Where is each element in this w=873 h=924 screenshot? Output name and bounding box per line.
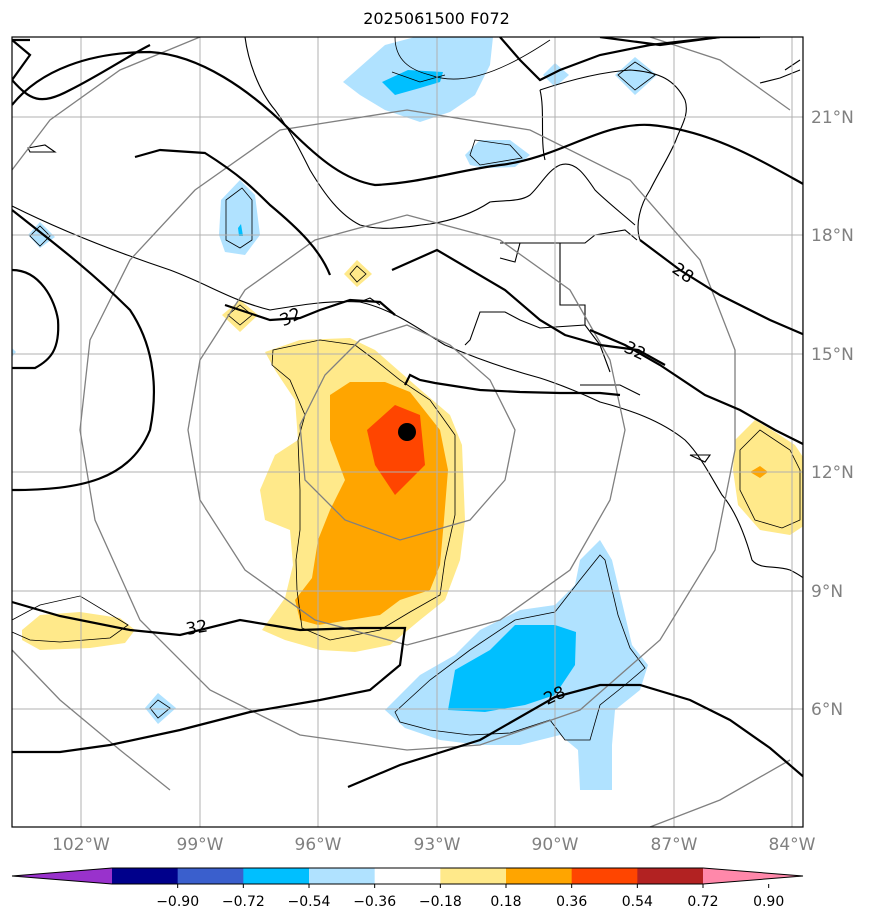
colorbar-tick-label: 0.18 bbox=[490, 894, 521, 910]
gridlines bbox=[12, 37, 803, 827]
lat-tick-label: 12°N bbox=[811, 463, 854, 483]
colorbar-segment bbox=[637, 868, 704, 884]
storm-center-marker bbox=[398, 423, 416, 441]
lon-tick-label: 102°W bbox=[52, 835, 110, 855]
colorbar-tick-label: 0.36 bbox=[556, 894, 587, 910]
lat-tick-label: 18°N bbox=[811, 226, 854, 246]
lon-tick-label: 90°W bbox=[532, 835, 579, 855]
colorbar-tick-label: −0.18 bbox=[419, 894, 462, 910]
map-title: 2025061500 F072 bbox=[363, 9, 510, 28]
colorbar-extend-high bbox=[703, 868, 803, 884]
coastlines bbox=[12, 37, 803, 579]
colorbar-tick-label: −0.36 bbox=[353, 894, 396, 910]
latitude-labels: 21°N 18°N 15°N 12°N 9°N 6°N bbox=[811, 108, 854, 720]
lon-tick-label: 87°W bbox=[651, 835, 698, 855]
colorbar-segment bbox=[571, 868, 638, 884]
colorbar-outline bbox=[11, 867, 804, 885]
thick-contours bbox=[12, 37, 803, 789]
colorbar-segment bbox=[112, 868, 179, 884]
longitude-labels: 102°W 99°W 96°W 93°W 90°W 87°W 84°W bbox=[52, 835, 816, 855]
colorbar-tick-label: −0.54 bbox=[288, 894, 331, 910]
colorbar-segment bbox=[374, 868, 441, 884]
contour-label: 32 bbox=[184, 616, 209, 639]
lon-tick-label: 93°W bbox=[414, 835, 461, 855]
lat-tick-label: 21°N bbox=[811, 108, 854, 128]
colorbar-segment bbox=[309, 868, 376, 884]
colorbar-tick-label: 0.54 bbox=[622, 894, 653, 910]
colorbar-segment bbox=[177, 868, 244, 884]
colorbar: −0.90 −0.72 −0.54 −0.36 −0.18 0.18 0.36 0.54 0.7… bbox=[11, 867, 804, 910]
colorbar-tick-label: −0.72 bbox=[222, 894, 265, 910]
lat-tick-label: 15°N bbox=[811, 345, 854, 365]
lat-tick-label: 6°N bbox=[811, 700, 843, 720]
colorbar-tick-label: 0.72 bbox=[687, 894, 718, 910]
colorbar-extend-low bbox=[12, 868, 112, 884]
negative-anomaly-mid bbox=[448, 625, 576, 712]
lat-tick-label: 9°N bbox=[811, 582, 843, 602]
colorbar-segment bbox=[506, 868, 573, 884]
lon-tick-label: 99°W bbox=[177, 835, 224, 855]
colorbar-tick-label: −0.90 bbox=[156, 894, 199, 910]
map-area: 32 28 32 32 28 bbox=[12, 37, 803, 827]
lon-tick-label: 84°W bbox=[769, 835, 816, 855]
map-frame bbox=[11, 36, 804, 828]
colorbar-segment bbox=[440, 868, 507, 884]
colorbar-segment bbox=[243, 868, 310, 884]
lon-tick-label: 96°W bbox=[295, 835, 342, 855]
colorbar-tick-label: 0.90 bbox=[753, 894, 784, 910]
shaded-field bbox=[12, 37, 803, 790]
